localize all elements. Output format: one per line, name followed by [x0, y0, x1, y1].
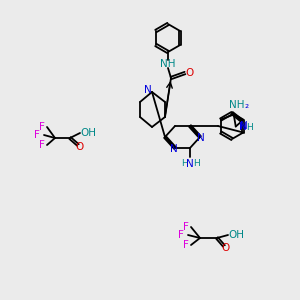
- Text: N: N: [144, 85, 152, 95]
- Text: N: N: [240, 121, 248, 131]
- Text: O: O: [76, 142, 84, 152]
- Text: N: N: [170, 144, 178, 154]
- Text: F: F: [34, 130, 40, 140]
- Text: N: N: [197, 133, 205, 143]
- Text: F: F: [183, 222, 189, 232]
- Text: NH: NH: [160, 59, 176, 69]
- Text: OH: OH: [228, 230, 244, 240]
- Text: O: O: [185, 68, 193, 78]
- Text: F: F: [183, 240, 189, 250]
- Text: H: H: [193, 160, 200, 169]
- Text: OH: OH: [80, 128, 96, 138]
- Text: H: H: [246, 123, 253, 132]
- Text: O: O: [222, 243, 230, 253]
- Text: N: N: [239, 122, 247, 131]
- Text: F: F: [39, 122, 45, 132]
- Text: F: F: [39, 140, 45, 150]
- Text: F: F: [178, 230, 184, 240]
- Text: ₂: ₂: [245, 100, 249, 110]
- Text: H: H: [181, 160, 188, 169]
- Text: NH: NH: [229, 100, 244, 110]
- Text: N: N: [186, 159, 194, 169]
